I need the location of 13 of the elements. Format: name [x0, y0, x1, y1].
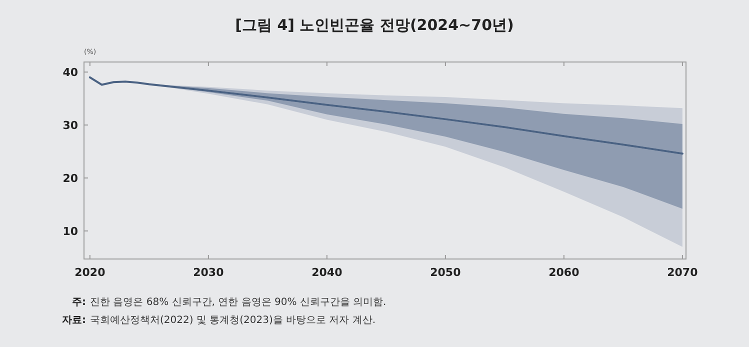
x-tick-label: 2070	[667, 266, 698, 279]
y-tick-label: 30	[62, 119, 78, 132]
x-tick-label: 2030	[193, 266, 224, 279]
text: 주: 진한 음영은 68% 신뢰구간, 연한 음영은 90% 신뢰구간을 의미함.	[72, 297, 386, 308]
y-tick-label: 10	[62, 224, 78, 238]
y-tick-label: 20	[62, 172, 78, 185]
text: 자료: 국회예산정책처(2022) 및 통계청(2023)을 바탕으로 저자 계산.	[62, 315, 376, 326]
x-tick-label: 2050	[430, 266, 462, 279]
chart-title: [그림 4] 노인빈곤율 전망(2024~70년)	[235, 16, 514, 34]
x-tick-label: 2040	[312, 266, 343, 279]
x-tick-label: 2060	[548, 266, 580, 279]
y-tick-label: 40	[62, 66, 78, 80]
x-tick-label: 2020	[74, 266, 106, 279]
